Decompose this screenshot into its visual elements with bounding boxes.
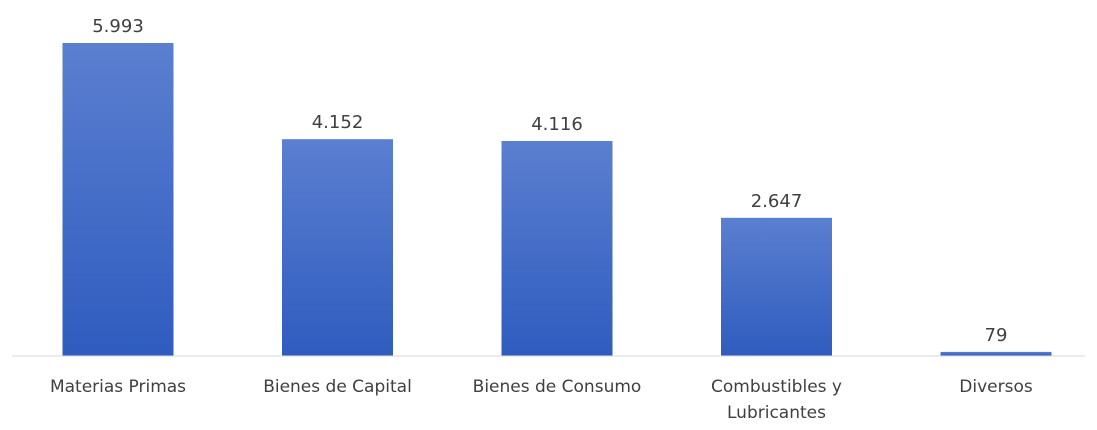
bar-0: [62, 43, 174, 356]
x-tick-label-0: Materias Primas: [50, 377, 186, 397]
x-tick-label-3-line-1: Lubricantes: [727, 403, 826, 423]
bar-3: [721, 217, 832, 356]
x-tick-label-1: Bienes de Capital: [263, 377, 412, 397]
bar-1: [282, 139, 393, 356]
data-label-3: 2.647: [751, 191, 803, 212]
data-label-2: 4.116: [531, 114, 583, 135]
bar-2: [501, 141, 613, 356]
x-tick-label-3-line-0: Combustibles y: [711, 377, 842, 397]
data-label-0: 5.993: [92, 16, 144, 37]
labels-layer: 5.993 4.152 4.116 2.647 79: [92, 16, 1007, 346]
x-tick-label-4: Diversos: [959, 377, 1033, 397]
bars-layer: [62, 43, 1052, 356]
data-label-1: 4.152: [312, 112, 364, 133]
x-tick-labels: Materias Primas Bienes de Capital Bienes d…: [50, 377, 1033, 423]
bar-4: [940, 351, 1052, 356]
data-label-4: 79: [985, 325, 1008, 346]
x-tick-label-2: Bienes de Consumo: [473, 377, 642, 397]
